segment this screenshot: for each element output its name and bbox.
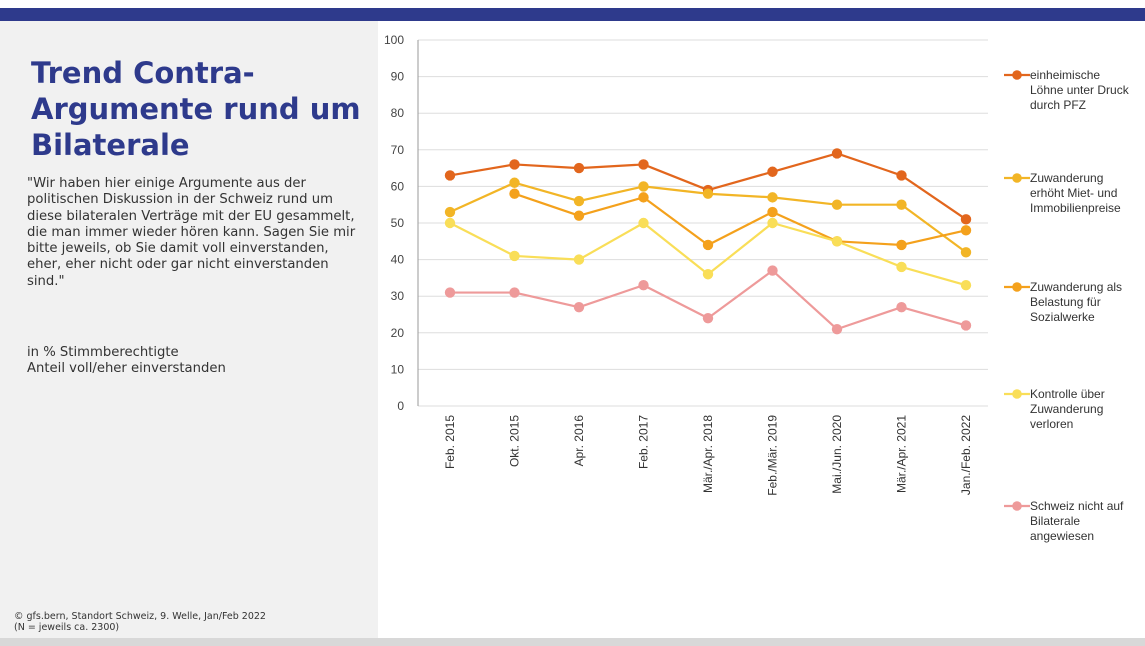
sample-size-line: (N = jeweils ca. 2300) bbox=[14, 621, 120, 633]
data-point bbox=[638, 192, 649, 203]
slide-title: Trend Contra-Argumente rund um Bilateral… bbox=[31, 56, 361, 162]
y-tick-label: 100 bbox=[384, 33, 404, 47]
data-point bbox=[573, 254, 585, 265]
legend-item: Zuwanderung erhöht Miet- und Immobilienpre… bbox=[1004, 171, 1121, 215]
series-4 bbox=[444, 265, 972, 335]
y-tick-label: 30 bbox=[391, 289, 405, 303]
legend-item: einheimische Löhne unter Druck durch PFZ bbox=[1004, 68, 1130, 112]
data-point bbox=[831, 236, 843, 247]
data-point bbox=[960, 280, 972, 291]
legend-marker bbox=[1012, 173, 1022, 183]
x-tick-label: Feb. 2017 bbox=[637, 415, 651, 469]
unit-note-line1: in % Stimmberechtigte bbox=[27, 345, 179, 360]
legend-label: Kontrolle über Zuwanderung verloren bbox=[1030, 387, 1105, 431]
series-1 bbox=[444, 177, 972, 258]
y-tick-label: 40 bbox=[391, 253, 405, 267]
source-line: © gfs.bern, Standort Schweiz, 9. Welle, … bbox=[14, 611, 266, 622]
header-bar bbox=[0, 8, 1145, 21]
legend-label: Zuwanderung erhöht Miet- und Immobilienpre… bbox=[1030, 171, 1121, 215]
data-point bbox=[831, 199, 843, 210]
legend-label: einheimische Löhne unter Druck durch PFZ bbox=[1030, 68, 1130, 112]
data-point bbox=[702, 188, 714, 199]
legend-marker bbox=[1012, 282, 1022, 292]
data-point bbox=[831, 323, 843, 335]
data-point bbox=[831, 148, 843, 159]
series-3 bbox=[444, 217, 972, 291]
data-point bbox=[509, 287, 520, 298]
data-point bbox=[509, 159, 520, 170]
data-point bbox=[573, 301, 585, 313]
legend-label: Zuwanderung als Belastung für Sozialwerke bbox=[1030, 280, 1122, 324]
data-point bbox=[960, 225, 972, 236]
data-point bbox=[702, 239, 714, 251]
legend-label: Schweiz nicht auf Bilaterale angewiesen bbox=[1030, 499, 1124, 543]
bottom-bar bbox=[0, 638, 1145, 646]
x-tick-label: Jan./Feb. 2022 bbox=[959, 415, 973, 495]
data-point bbox=[509, 188, 520, 199]
legend-marker bbox=[1012, 70, 1022, 80]
x-tick-label: Mai./Jun. 2020 bbox=[830, 415, 844, 494]
data-point bbox=[638, 159, 649, 170]
data-point bbox=[960, 214, 972, 225]
y-tick-label: 20 bbox=[391, 326, 405, 340]
y-tick-label: 60 bbox=[391, 179, 405, 193]
gridlines bbox=[418, 39, 988, 407]
question-text: "Wir haben hier einige Argumente aus der… bbox=[27, 176, 356, 289]
y-tick-label: 50 bbox=[391, 216, 405, 230]
y-tick-label: 70 bbox=[391, 143, 405, 157]
data-point bbox=[509, 177, 520, 188]
x-tick-label: Feb. 2015 bbox=[443, 415, 457, 469]
data-point bbox=[638, 217, 649, 229]
x-tick-label: Mär./Apr. 2021 bbox=[895, 415, 909, 493]
y-tick-label: 80 bbox=[391, 106, 405, 120]
series-2 bbox=[509, 188, 972, 251]
data-point bbox=[444, 170, 456, 181]
data-point bbox=[702, 269, 714, 280]
x-tick-label: Mär./Apr. 2018 bbox=[701, 415, 715, 493]
series-line bbox=[514, 192, 967, 247]
side-panel bbox=[0, 21, 378, 638]
data-point bbox=[638, 280, 649, 291]
legend-marker bbox=[1012, 501, 1022, 511]
data-point bbox=[896, 170, 907, 181]
unit-note-line2: Anteil voll/eher einverstanden bbox=[27, 361, 226, 377]
x-axis: Feb. 2015 Okt. 2015 Apr. 2016 Feb. 2017 Mär.… bbox=[443, 415, 973, 496]
data-point bbox=[896, 261, 907, 273]
data-point bbox=[767, 217, 778, 229]
legend-item: Zuwanderung als Belastung für Sozialwerke bbox=[1004, 280, 1122, 324]
y-tick-label: 10 bbox=[391, 362, 405, 376]
source-footer: © gfs.bern, Standort Schweiz, 9. Welle, … bbox=[14, 611, 354, 633]
y-tick-label: 0 bbox=[397, 399, 404, 413]
data-point bbox=[896, 199, 907, 210]
x-tick-label: Apr. 2016 bbox=[572, 415, 586, 467]
legend: einheimische Löhne unter Druck durch PFZ Zu… bbox=[1004, 68, 1130, 543]
data-point bbox=[573, 195, 585, 207]
data-point bbox=[896, 239, 907, 251]
y-tick-label: 90 bbox=[391, 70, 405, 84]
x-tick-label: Okt. 2015 bbox=[508, 415, 522, 467]
line-chart: 0 10 20 30 40 50 60 70 80 90 100 Feb. 2015 Okt. 201… bbox=[384, 33, 1130, 543]
data-point bbox=[638, 181, 649, 192]
data-point bbox=[444, 206, 456, 218]
y-axis: 0 10 20 30 40 50 60 70 80 90 100 bbox=[384, 33, 419, 413]
data-point bbox=[767, 166, 778, 177]
data-point bbox=[509, 250, 520, 262]
data-point bbox=[767, 206, 778, 218]
data-point bbox=[960, 320, 972, 331]
data-point bbox=[444, 287, 456, 298]
data-point bbox=[767, 265, 778, 276]
legend-item: Kontrolle über Zuwanderung verloren bbox=[1004, 387, 1105, 431]
legend-marker bbox=[1012, 389, 1022, 399]
data-point bbox=[573, 210, 585, 221]
data-point bbox=[573, 162, 585, 174]
data-point bbox=[896, 301, 907, 313]
series-layer bbox=[444, 148, 972, 335]
data-point bbox=[444, 217, 456, 229]
data-point bbox=[702, 312, 714, 324]
x-tick-label: Feb./Mär. 2019 bbox=[766, 415, 780, 496]
unit-note: in % Stimmberechtigte Anteil voll/eher e… bbox=[27, 345, 357, 378]
data-point bbox=[960, 247, 972, 258]
legend-item: Schweiz nicht auf Bilaterale angewiesen bbox=[1004, 499, 1124, 543]
data-point bbox=[767, 192, 778, 203]
